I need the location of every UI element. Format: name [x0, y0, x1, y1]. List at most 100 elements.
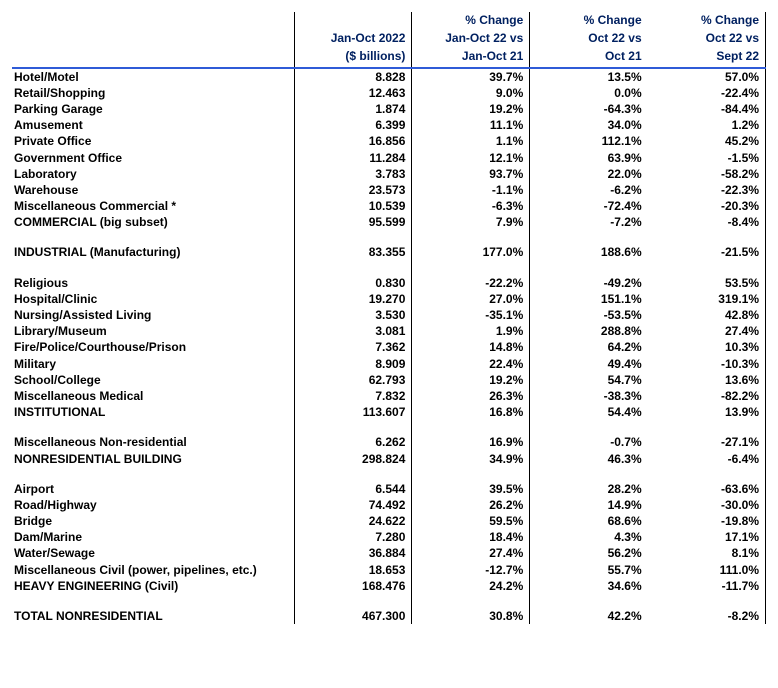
spacer-row [12, 467, 766, 481]
cell-c1: 6.544 [294, 481, 412, 497]
cell-c2: 11.1% [412, 117, 530, 133]
cell-c4: 27.4% [648, 323, 766, 339]
col3-h3: Oct 21 [530, 48, 648, 66]
cell-c3: 151.1% [530, 291, 648, 307]
cell-c3: 56.2% [530, 545, 648, 561]
cell-c1: 7.362 [294, 339, 412, 355]
cell-c1: 83.355 [294, 244, 412, 260]
col4-h1: % Change [648, 12, 766, 30]
cell-c2: 14.8% [412, 339, 530, 355]
cell-c3: 188.6% [530, 244, 648, 260]
table-row: Laboratory3.78393.7%22.0%-58.2% [12, 166, 766, 182]
cell-c4: -22.3% [648, 182, 766, 198]
row-label: Religious [12, 275, 294, 291]
cell-c2: -6.3% [412, 198, 530, 214]
cell-c2: 1.9% [412, 323, 530, 339]
row-label: Retail/Shopping [12, 85, 294, 101]
table-row: Private Office16.8561.1%112.1%45.2% [12, 133, 766, 149]
cell-c1: 18.653 [294, 562, 412, 578]
table-row: Government Office11.28412.1%63.9%-1.5% [12, 150, 766, 166]
cell-c2: 24.2% [412, 578, 530, 594]
table-row: Bridge24.62259.5%68.6%-19.8% [12, 513, 766, 529]
cell-c1: 3.783 [294, 166, 412, 182]
table-body: Hotel/Motel8.82839.7%13.5%57.0%Retail/Sh… [12, 68, 766, 625]
table-row: Miscellaneous Civil (power, pipelines, e… [12, 562, 766, 578]
cell-c2: 59.5% [412, 513, 530, 529]
cell-c4: 8.1% [648, 545, 766, 561]
cell-c3: 64.2% [530, 339, 648, 355]
cell-c2: -22.2% [412, 275, 530, 291]
cell-c3: -53.5% [530, 307, 648, 323]
cell-c2: -35.1% [412, 307, 530, 323]
cell-c1: 74.492 [294, 497, 412, 513]
cell-c2: 26.3% [412, 388, 530, 404]
col2-h3: Jan-Oct 21 [412, 48, 530, 66]
table-row: TOTAL NONRESIDENTIAL467.30030.8%42.2%-8.… [12, 608, 766, 624]
cell-c4: 319.1% [648, 291, 766, 307]
cell-c1: 36.884 [294, 545, 412, 561]
row-label: Government Office [12, 150, 294, 166]
cell-c3: -49.2% [530, 275, 648, 291]
table-row: Fire/Police/Courthouse/Prison7.36214.8%6… [12, 339, 766, 355]
cell-c2: 1.1% [412, 133, 530, 149]
cell-c2: 27.4% [412, 545, 530, 561]
table-row: COMMERCIAL (big subset)95.5997.9%-7.2%-8… [12, 214, 766, 230]
cell-c4: -63.6% [648, 481, 766, 497]
cell-c1: 16.856 [294, 133, 412, 149]
row-label: Bridge [12, 513, 294, 529]
table-row: Military8.90922.4%49.4%-10.3% [12, 356, 766, 372]
cell-c3: 34.0% [530, 117, 648, 133]
table-row: Miscellaneous Non-residential6.26216.9%-… [12, 434, 766, 450]
row-label: Dam/Marine [12, 529, 294, 545]
spacer-row [12, 594, 766, 608]
cell-c3: 22.0% [530, 166, 648, 182]
cell-c3: 42.2% [530, 608, 648, 624]
cell-c1: 467.300 [294, 608, 412, 624]
cell-c1: 7.280 [294, 529, 412, 545]
col2-h1: % Change [412, 12, 530, 30]
cell-c1: 3.081 [294, 323, 412, 339]
col2-h2: Jan-Oct 22 vs [412, 30, 530, 48]
cell-c4: 10.3% [648, 339, 766, 355]
cell-c4: 53.5% [648, 275, 766, 291]
cell-c2: 16.9% [412, 434, 530, 450]
cell-c3: 54.4% [530, 404, 648, 420]
cell-c3: 288.8% [530, 323, 648, 339]
cell-c1: 19.270 [294, 291, 412, 307]
cell-c1: 62.793 [294, 372, 412, 388]
row-label: Hospital/Clinic [12, 291, 294, 307]
cell-c1: 11.284 [294, 150, 412, 166]
cell-c2: 30.8% [412, 608, 530, 624]
col1-h1 [294, 12, 412, 30]
row-label: INDUSTRIAL (Manufacturing) [12, 244, 294, 260]
cell-c2: 19.2% [412, 101, 530, 117]
spacer-row [12, 261, 766, 275]
cell-c4: 13.6% [648, 372, 766, 388]
row-label: School/College [12, 372, 294, 388]
row-label: NONRESIDENTIAL BUILDING [12, 451, 294, 467]
cell-c4: -1.5% [648, 150, 766, 166]
cell-c2: 34.9% [412, 451, 530, 467]
table-row: Water/Sewage36.88427.4%56.2%8.1% [12, 545, 766, 561]
cell-c1: 95.599 [294, 214, 412, 230]
cell-c1: 8.909 [294, 356, 412, 372]
cell-c4: 111.0% [648, 562, 766, 578]
cell-c4: -11.7% [648, 578, 766, 594]
spacer-row [12, 230, 766, 244]
cell-c3: -38.3% [530, 388, 648, 404]
cell-c1: 10.539 [294, 198, 412, 214]
cell-c4: -8.2% [648, 608, 766, 624]
cell-c1: 8.828 [294, 68, 412, 85]
table-row: Hospital/Clinic19.27027.0%151.1%319.1% [12, 291, 766, 307]
cell-c2: 9.0% [412, 85, 530, 101]
cell-c3: 28.2% [530, 481, 648, 497]
table-row: Parking Garage1.87419.2%-64.3%-84.4% [12, 101, 766, 117]
cell-c4: -58.2% [648, 166, 766, 182]
row-label: Laboratory [12, 166, 294, 182]
col4-h3: Sept 22 [648, 48, 766, 66]
row-label: Military [12, 356, 294, 372]
cell-c4: -21.5% [648, 244, 766, 260]
cell-c1: 3.530 [294, 307, 412, 323]
cell-c2: 177.0% [412, 244, 530, 260]
cell-c2: 16.8% [412, 404, 530, 420]
